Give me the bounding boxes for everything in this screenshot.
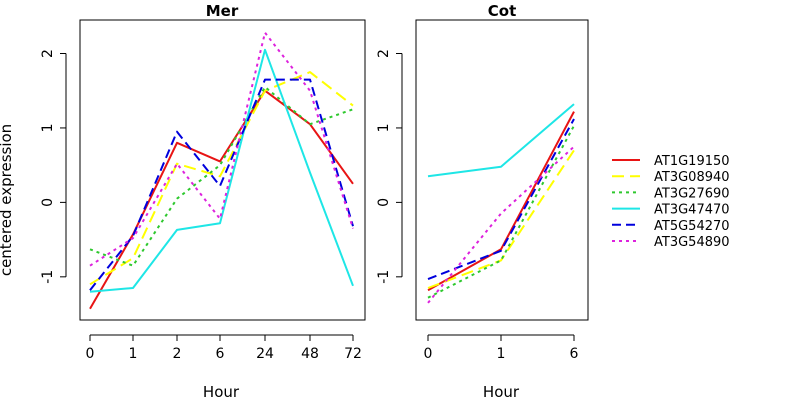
legend-label-at3g47470: AT3G47470 — [654, 203, 730, 218]
mer-x-tick-label: 24 — [256, 346, 274, 362]
cot-series-at3g08940 — [427, 149, 575, 289]
cot-plot-frame — [415, 19, 589, 321]
mer-y-tick-label: 2 — [40, 49, 56, 58]
mer-x-tick-label: 1 — [129, 346, 138, 362]
mer-series-at3g54890 — [89, 31, 354, 267]
mer-series-at3g47470 — [89, 48, 354, 293]
cot-series-lines — [427, 103, 575, 304]
y-axis-label: centered expression — [0, 124, 15, 276]
legend-label-at3g08940: AT3G08940 — [654, 170, 730, 185]
cot-x-tick-label: 0 — [424, 346, 433, 362]
mer-x-tick-label: 48 — [301, 346, 319, 362]
mer-series-at5g54270 — [89, 78, 354, 291]
mer-series-at1g19150 — [89, 89, 354, 310]
cot-y-tick-label: 2 — [376, 49, 392, 58]
mer-x-tick-label: 2 — [173, 346, 182, 362]
cot-series-at1g19150 — [427, 111, 575, 292]
cot-y-tick-label: 0 — [376, 198, 392, 207]
cot-series-at3g27690 — [427, 125, 575, 299]
mer-series-at3g27690 — [89, 86, 354, 267]
mer-title: Mer — [206, 2, 239, 20]
legend-label-at3g27690: AT3G27690 — [654, 186, 730, 201]
mer-y-tick-label: 1 — [40, 123, 56, 132]
cot-series-at3g47470 — [427, 103, 575, 178]
legend-label-at5g54270: AT5G54270 — [654, 219, 730, 234]
mer-x-tick-label: 0 — [86, 346, 95, 362]
cot-title: Cot — [488, 2, 516, 20]
cot-axes: 0 1 6 -1 0 1 2 — [376, 49, 579, 362]
mer-y-tick-label: -1 — [40, 270, 56, 284]
mer-plot-frame — [79, 19, 366, 321]
mer-xlabel: Hour — [203, 383, 240, 400]
cot-x-tick-label: 1 — [497, 346, 506, 362]
cot-y-tick-label: 1 — [376, 123, 392, 132]
legend-label-at1g19150: AT1G19150 — [654, 154, 730, 169]
cot-series-at5g54270 — [427, 118, 575, 281]
legend-label-at3g54890: AT3G54890 — [654, 235, 730, 250]
cot-y-tick-label: -1 — [376, 270, 392, 284]
panel-mer: Mer 0 1 2 6 24 48 72 -1 0 1 2 Hour — [40, 2, 366, 400]
mer-x-tick-label: 6 — [216, 346, 225, 362]
mer-series-at3g08940 — [89, 71, 354, 286]
mer-series-lines — [89, 31, 354, 310]
mer-x-tick-label: 72 — [344, 346, 362, 362]
cot-xlabel: Hour — [483, 383, 520, 400]
mer-axes: 0 1 2 6 24 48 72 -1 0 1 2 — [40, 49, 362, 362]
panel-cot: Cot 0 1 6 -1 0 1 2 Hour — [376, 2, 589, 400]
cot-x-tick-label: 6 — [570, 346, 579, 362]
mer-y-tick-label: 0 — [40, 198, 56, 207]
